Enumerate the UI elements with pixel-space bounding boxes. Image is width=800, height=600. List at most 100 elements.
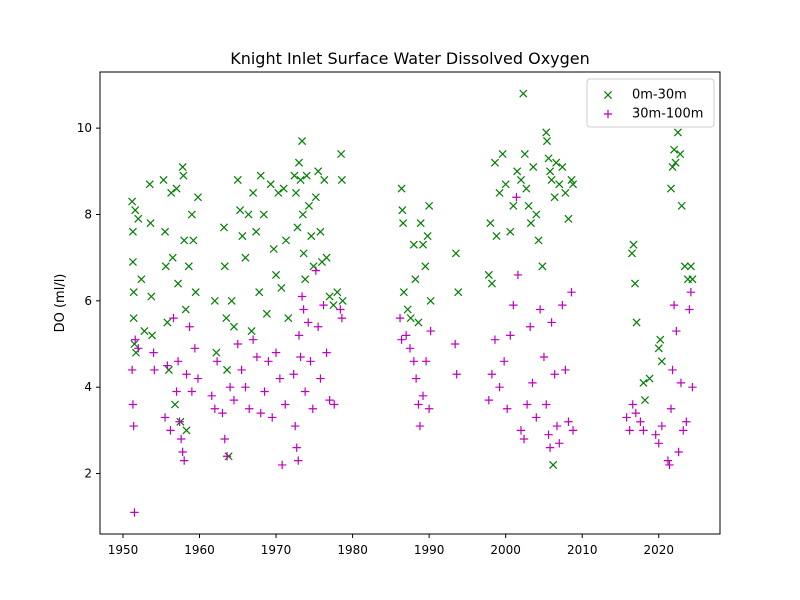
- data-point: [277, 460, 287, 470]
- data-point: [220, 434, 229, 444]
- plot-area-frame: [99, 71, 721, 535]
- data-point: [182, 426, 191, 435]
- data-point: [426, 326, 435, 336]
- legend-marker-0m-30m: [603, 90, 613, 100]
- data-point: [260, 387, 269, 396]
- data-point: [210, 296, 219, 305]
- data-point: [307, 232, 316, 241]
- legend-label-30m-100m: 30m-100m: [632, 107, 703, 122]
- data-point: [322, 253, 331, 262]
- data-point: [281, 236, 291, 245]
- data-point: [176, 434, 186, 444]
- data-point: [292, 443, 301, 452]
- data-point: [452, 370, 461, 379]
- data-point: [670, 145, 679, 154]
- data-point: [131, 206, 140, 215]
- data-point: [656, 335, 665, 344]
- data-point: [424, 404, 434, 413]
- data-point: [128, 257, 137, 267]
- data-point: [567, 288, 576, 297]
- data-point: [168, 253, 177, 262]
- data-point: [304, 201, 313, 210]
- y-tick-label: 6: [84, 294, 92, 308]
- data-point: [534, 236, 543, 245]
- data-point: [314, 167, 323, 176]
- data-point: [262, 309, 271, 318]
- data-point: [190, 344, 200, 353]
- data-point: [129, 288, 138, 297]
- data-point: [301, 275, 310, 284]
- data-point: [320, 175, 329, 184]
- data-point: [414, 318, 423, 327]
- x-axis: 1950 1960 1970 1980 1990 2000 2010 2020: [108, 534, 674, 557]
- data-point: [657, 421, 667, 431]
- data-point: [397, 335, 406, 344]
- data-point: [325, 395, 334, 405]
- data-point: [516, 426, 526, 435]
- x-tick-label: 1990: [414, 543, 445, 557]
- data-point: [688, 382, 697, 392]
- data-point: [450, 339, 460, 349]
- data-point: [542, 137, 552, 146]
- data-point: [550, 193, 559, 202]
- data-point: [666, 404, 676, 413]
- data-point: [134, 214, 143, 223]
- data-point: [333, 288, 342, 297]
- data-point: [302, 171, 311, 180]
- data-point: [179, 171, 188, 180]
- data-point: [145, 180, 154, 189]
- data-point: [519, 89, 528, 98]
- data-point: [399, 288, 408, 297]
- data-point: [167, 188, 176, 197]
- data-point: [561, 188, 570, 197]
- data-point: [640, 396, 650, 405]
- data-point: [193, 374, 203, 383]
- data-point: [248, 335, 258, 344]
- data-point: [542, 128, 551, 137]
- data-point: [639, 378, 648, 387]
- data-point: [547, 318, 556, 327]
- data-point: [244, 210, 253, 219]
- data-point: [294, 158, 304, 167]
- data-point: [657, 357, 666, 366]
- data-point: [187, 210, 196, 219]
- data-point: [223, 365, 232, 374]
- data-point: [236, 206, 245, 215]
- data-point: [663, 456, 673, 465]
- data-point: [395, 313, 405, 323]
- data-point: [685, 305, 694, 314]
- data-point: [316, 374, 325, 383]
- data-point: [676, 378, 686, 388]
- data-point: [568, 426, 578, 435]
- data-point: [558, 162, 567, 172]
- data-point: [330, 400, 339, 409]
- data-point: [564, 214, 573, 223]
- data-point: [513, 167, 522, 176]
- x-tick-label: 1980: [337, 543, 368, 557]
- x-tick-label: 1950: [108, 543, 139, 557]
- data-point: [266, 180, 275, 189]
- data-point: [229, 395, 239, 405]
- data-point: [636, 417, 645, 426]
- data-point: [686, 262, 695, 271]
- data-point: [296, 175, 305, 184]
- data-point: [337, 150, 346, 159]
- data-point: [241, 382, 250, 392]
- data-point: [300, 387, 310, 396]
- data-point: [128, 197, 137, 206]
- data-point: [532, 413, 541, 422]
- data-point: [222, 452, 232, 461]
- data-point: [522, 184, 531, 193]
- data-point: [552, 158, 561, 167]
- data-point: [170, 400, 180, 409]
- data-point: [421, 357, 431, 366]
- data-point: [146, 219, 155, 228]
- data-point: [185, 322, 194, 331]
- data-point: [526, 219, 535, 228]
- data-point: [252, 227, 261, 236]
- plot-marks: [127, 89, 697, 517]
- data-point: [629, 240, 638, 249]
- data-point: [409, 357, 419, 366]
- data-point: [418, 391, 428, 401]
